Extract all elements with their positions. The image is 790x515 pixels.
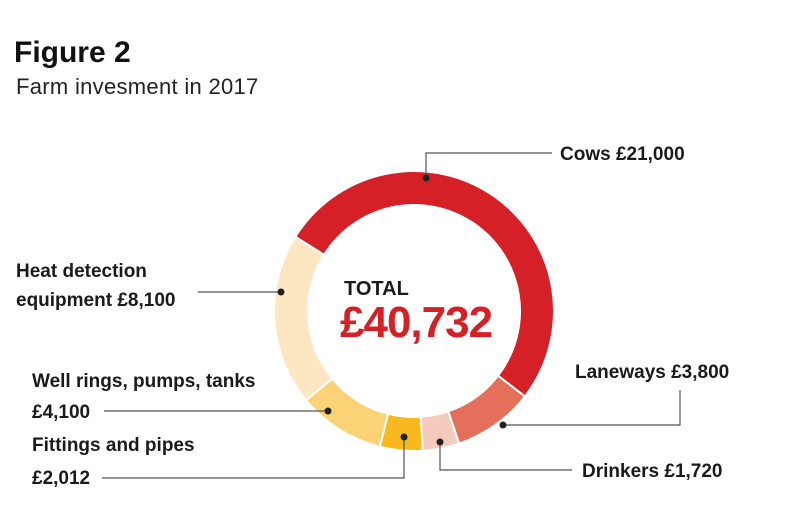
leader-line-fittings — [102, 437, 405, 479]
label-heat-line2: equipment £8,100 — [16, 290, 175, 311]
leader-line-cows — [425, 152, 552, 178]
label-fittings-line2: £2,012 — [32, 468, 90, 489]
leader-dot-well — [324, 407, 332, 415]
leader-dot-laneways — [499, 421, 507, 429]
chart-subtitle: Farm invesment in 2017 — [16, 74, 259, 99]
leader-dot-cows — [422, 174, 430, 182]
label-well-line2: £4,100 — [32, 402, 90, 423]
leader-dot-fittings — [400, 433, 408, 441]
total-label: TOTAL — [344, 278, 409, 300]
slice-heat-detection-equipment — [273, 235, 334, 402]
total-value: £40,732 — [340, 298, 492, 347]
label-well-line1: Well rings, pumps, tanks — [32, 371, 255, 392]
label-drinkers: Drinkers £1,720 — [582, 461, 723, 482]
leader-line-drinkers — [439, 442, 572, 471]
label-laneways: Laneways £3,800 — [575, 362, 729, 383]
label-heat-line1: Heat detection — [16, 261, 147, 282]
leader-dot-heat — [277, 288, 285, 296]
slice-cows — [293, 170, 555, 398]
label-fittings-line1: Fittings and pipes — [32, 435, 195, 456]
leader-lines — [102, 152, 681, 479]
leader-dot-drinkers — [436, 438, 444, 446]
chart-title: Figure 2 — [14, 36, 131, 69]
label-cows: Cows £21,000 — [560, 144, 685, 165]
leader-line-laneways — [503, 390, 681, 426]
donut-slices — [273, 170, 555, 452]
